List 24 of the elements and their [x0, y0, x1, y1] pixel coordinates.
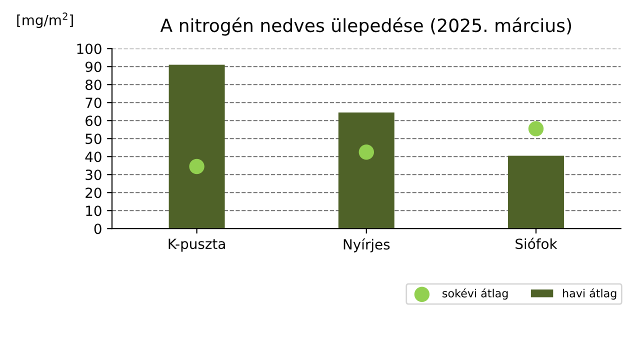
y-tick-label: 90 — [85, 62, 102, 72]
y-tick-label: 50 — [86, 134, 102, 144]
x-tick-label: Nyírjes — [344, 238, 390, 252]
point — [528, 121, 544, 136]
y-tick-label: 10 — [86, 206, 102, 216]
y-tick-label: 0 — [94, 224, 102, 234]
legend-label: sokévi átlag — [442, 288, 508, 300]
chart-title: A nitrogén nedves ülepedése (2025. március) — [160, 17, 572, 36]
legend-label: havi átlag — [563, 288, 616, 300]
y-tick-label: 60 — [86, 116, 102, 126]
point — [189, 158, 204, 174]
y-axis-title: [mg/m$^{2}$] — [17, 12, 73, 28]
x-tick-label: Siófok — [516, 238, 558, 250]
y-tick-label: 100 — [77, 44, 102, 54]
bar — [168, 64, 225, 229]
y-tick-label: 80 — [86, 80, 102, 90]
y-tick-label: 20 — [86, 188, 102, 198]
point — [358, 144, 374, 160]
bar — [508, 156, 564, 229]
x-tick-label: K-puszta — [168, 238, 225, 252]
bar — [338, 112, 394, 229]
y-tick-label: 40 — [85, 152, 102, 162]
y-tick-label: 30 — [86, 170, 102, 180]
y-tick-label: 70 — [86, 98, 102, 108]
